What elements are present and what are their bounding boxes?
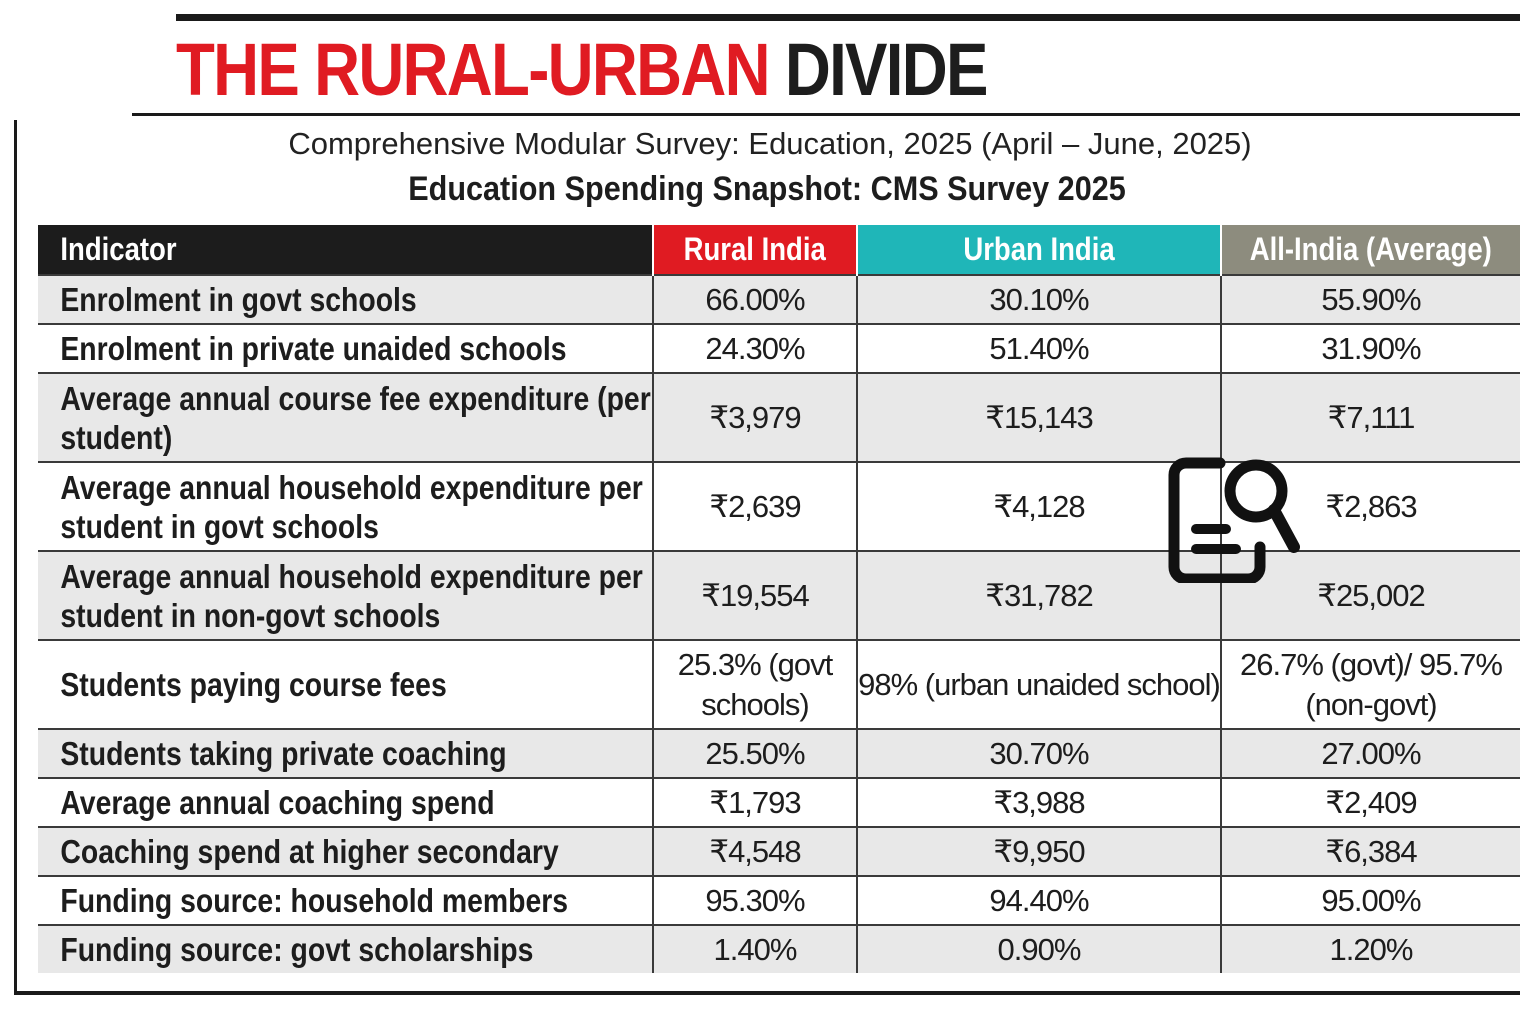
rural-cell: ₹19,554 [652,550,857,640]
indicator-label: Average annual coaching spend [60,784,495,821]
survey-subtitle: Comprehensive Modular Survey: Education,… [288,126,1252,161]
table-row: Average annual household expenditure per… [38,550,1520,640]
all-india-cell: 27.00% [1220,728,1520,778]
header-all-india: All-India (Average) [1220,225,1520,275]
table-row: Funding source: govt scholarships 1.40% … [38,924,1520,973]
rural-cell: 25.3% (govt schools) [652,639,857,729]
indicator-cell: Average annual coaching spend [38,777,653,827]
title-rest: DIVIDE [784,28,989,111]
header-rural: Rural India [652,225,857,275]
table-row: Average annual coaching spend ₹1,793 ₹3,… [38,777,1520,827]
indicator-label: Average annual household expenditure per… [60,468,643,545]
all-india-cell: ₹6,384 [1220,826,1520,876]
indicator-label: Coaching spend at higher secondary [60,833,559,870]
indicator-cell: Average annual household expenditure per… [38,550,653,640]
table-row: Average annual course fee expenditure (p… [38,372,1520,462]
all-india-cell: 95.00% [1220,875,1520,925]
indicator-label: Funding source: household members [60,882,569,919]
urban-cell: ₹4,128 [856,461,1221,551]
indicator-cell: Average annual household expenditure per… [38,461,653,551]
all-india-cell: 1.20% [1220,924,1520,973]
title-highlight: THE RURAL-URBAN [176,28,771,111]
table-row: Funding source: household members 95.30%… [38,875,1520,925]
table-header-row: Indicator Rural India Urban India All-In… [38,225,1520,275]
indicator-cell: Enrolment in govt schools [38,274,653,324]
table-row: Students taking private coaching 25.50% … [38,728,1520,778]
indicator-cell: Funding source: household members [38,875,653,925]
urban-cell: ₹3,988 [856,777,1221,827]
table-row: Average annual household expenditure per… [38,461,1520,551]
urban-cell: ₹31,782 [856,550,1221,640]
all-india-cell: ₹2,409 [1220,777,1520,827]
header-rural-label: Rural India [683,231,827,267]
indicator-cell: Students paying course fees [38,639,653,729]
table-title: Education Spending Snapshot: CMS Survey … [408,170,1126,208]
indicator-label: Average annual course fee expenditure (p… [60,379,651,456]
rural-cell: 25.50% [652,728,857,778]
rural-cell: 24.30% [652,323,857,373]
rural-cell: 95.30% [652,875,857,925]
header-indicator: Indicator [38,225,653,275]
table-row: Students paying course fees 25.3% (govt … [38,639,1520,729]
table-row: Enrolment in govt schools 66.00% 30.10% … [38,274,1520,324]
indicator-cell: Funding source: govt scholarships [38,924,653,973]
all-india-cell: 31.90% [1220,323,1520,373]
urban-cell: 0.90% [856,924,1221,973]
rural-cell: ₹1,793 [652,777,857,827]
indicator-label: Enrolment in govt schools [60,281,417,318]
all-india-cell: ₹7,111 [1220,372,1520,462]
top-rule [176,14,1520,21]
indicator-label: Enrolment in private unaided schools [60,330,567,367]
table-frame [14,113,1520,995]
table-row: Enrolment in private unaided schools 24.… [38,323,1520,373]
data-table: Indicator Rural India Urban India All-In… [38,225,1520,973]
rural-cell: 66.00% [652,274,857,324]
indicator-label: Students paying course fees [60,666,447,703]
rural-cell: ₹4,548 [652,826,857,876]
header-indicator-label: Indicator [60,231,177,267]
rural-cell: 1.40% [652,924,857,973]
indicator-cell: Average annual course fee expenditure (p… [38,372,653,462]
all-india-cell: 26.7% (govt)/ 95.7% (non-govt) [1220,639,1520,729]
urban-cell: ₹9,950 [856,826,1221,876]
indicator-label: Students taking private coaching [60,735,507,772]
indicator-label: Funding source: govt scholarships [60,931,534,968]
header-all-india-label: All-India (Average) [1249,231,1493,267]
header-urban-label: Urban India [963,231,1115,267]
header-urban: Urban India [856,225,1221,275]
urban-cell: 98% (urban unaided school) [856,639,1221,729]
document-search-icon[interactable] [1164,455,1300,583]
rural-cell: ₹2,639 [652,461,857,551]
all-india-cell: 55.90% [1220,274,1520,324]
urban-cell: 51.40% [856,323,1221,373]
rural-cell: ₹3,979 [652,372,857,462]
frame-gap [14,110,132,120]
table-row: Coaching spend at higher secondary ₹4,54… [38,826,1520,876]
all-india-cell: ₹25,002 [1220,550,1520,640]
urban-cell: ₹15,143 [856,372,1221,462]
urban-cell: 94.40% [856,875,1221,925]
page-title: THE RURAL-URBAN DIVIDE [176,20,989,120]
indicator-cell: Enrolment in private unaided schools [38,323,653,373]
urban-cell: 30.10% [856,274,1221,324]
indicator-label: Average annual household expenditure per… [60,557,643,634]
urban-cell: 30.70% [856,728,1221,778]
indicator-cell: Students taking private coaching [38,728,653,778]
indicator-cell: Coaching spend at higher secondary [38,826,653,876]
